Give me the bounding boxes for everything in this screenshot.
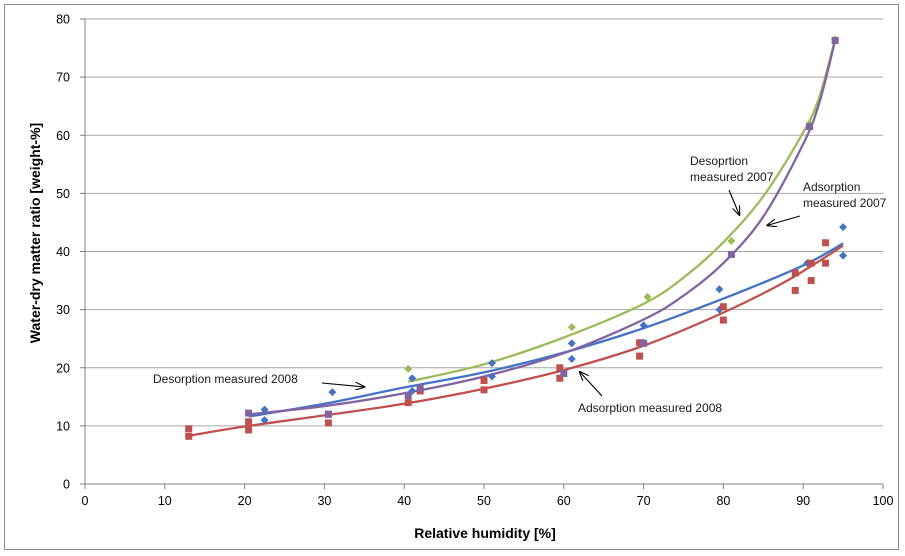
data-point-series-1	[636, 352, 644, 360]
y-tick-label: 50	[56, 187, 70, 201]
data-point-series-1	[791, 269, 799, 277]
annotation-line: Desoprtion	[690, 154, 748, 168]
data-point-series-2	[643, 292, 652, 301]
data-point-series-0	[260, 405, 269, 414]
data-point-series-1	[719, 303, 727, 311]
data-point-series-2	[567, 323, 576, 332]
data-point-series-1	[404, 399, 412, 407]
x-tick-label: 80	[716, 494, 730, 508]
data-point-series-1	[791, 286, 799, 294]
gridlines	[85, 18, 883, 427]
y-tick-label: 20	[56, 361, 70, 375]
x-tick-label: 10	[158, 494, 172, 508]
data-point-series-0	[328, 388, 337, 397]
data-point-series-1	[556, 374, 564, 382]
y-tick-label: 80	[56, 13, 70, 27]
axes	[80, 18, 884, 489]
data-point-series-1	[245, 418, 253, 426]
chart-frame	[4, 4, 899, 550]
data-point-series-1	[185, 432, 193, 440]
annotation-label: Adsorption measured 2008	[578, 401, 722, 415]
data-point-series-0	[715, 285, 724, 294]
data-point-series-3	[727, 250, 735, 258]
data-point-series-0	[260, 416, 269, 425]
y-tick-label: 0	[63, 478, 70, 492]
data-point-series-2	[727, 237, 736, 246]
data-point-series-3	[245, 409, 253, 417]
x-tick-label: 30	[317, 494, 331, 508]
annotation-label: Adsorption measured 2007	[803, 180, 887, 210]
annotation-line: measured 2007	[690, 170, 774, 184]
x-tick-label: 20	[238, 494, 252, 508]
data-point-series-1	[185, 425, 193, 433]
annotation-line: Adsorption	[803, 180, 860, 194]
data-point-series-1	[719, 316, 727, 324]
data-point-series-3	[831, 37, 839, 45]
data-point-series-1	[324, 419, 332, 427]
x-tick-label: 50	[477, 494, 491, 508]
annotation-arrow	[321, 383, 364, 387]
data-point-series-0	[408, 374, 417, 383]
data-point-series-3	[416, 384, 424, 392]
data-point-series-0	[839, 223, 848, 232]
data-point-series-1	[480, 386, 488, 394]
data-point-series-1	[807, 259, 815, 267]
annotation-arrow	[580, 372, 603, 397]
data-point-series-1	[556, 364, 564, 372]
data-point-series-3	[640, 339, 648, 347]
data-point-series-0	[639, 321, 648, 330]
annotation-label: Desoprtion measured 2007	[690, 154, 774, 184]
y-tick-label: 10	[56, 419, 70, 433]
x-tick-label: 90	[796, 494, 810, 508]
x-tick-label: 40	[397, 494, 411, 508]
annotation-line: measured 2007	[803, 196, 887, 210]
annotations: Desoprtion measured 2007 Adsorption measure…	[153, 154, 887, 415]
annotation-arrow	[728, 189, 739, 215]
y-tick-label: 30	[56, 303, 70, 317]
y-axis-title: Water-dry matter ratio [weight-%]	[27, 123, 43, 343]
data-point-series-1	[480, 377, 488, 385]
data-point-series-3	[560, 370, 568, 378]
tick-labels: 0 10 20 30 40 50 60 70 80 0 10 20 30 40 50 60 70 80 90 100	[56, 13, 893, 509]
data-point-series-3	[324, 410, 332, 418]
trendline-series-1	[188, 244, 844, 437]
data-point-series-1	[822, 239, 830, 247]
trendline-series-3	[248, 40, 837, 416]
y-tick-label: 70	[56, 71, 70, 85]
x-tick-label: 70	[637, 494, 651, 508]
data-point-series-0	[567, 339, 576, 348]
data-point-series-0	[839, 251, 848, 260]
data-point-series-0	[567, 355, 576, 364]
data-point-series-1	[807, 277, 815, 285]
data-point-series-1	[245, 426, 253, 434]
annotation-label: Desorption measured 2008	[153, 372, 298, 386]
data-point-series-0	[487, 372, 496, 381]
data-point-series-3	[404, 392, 412, 400]
trendline-series-2	[407, 39, 837, 383]
trendline-series-0	[248, 242, 844, 418]
y-tick-label: 40	[56, 245, 70, 259]
annotation-arrow	[767, 215, 801, 225]
data-point-series-3	[806, 123, 814, 131]
data-point-series-0	[487, 359, 496, 368]
annotation-line: Desorption measured 2008	[153, 372, 298, 386]
trendlines	[188, 39, 844, 437]
x-tick-label: 100	[873, 494, 894, 508]
x-tick-label: 0	[82, 494, 89, 508]
annotation-line: Adsorption measured 2008	[578, 401, 722, 415]
data-point-series-2	[404, 364, 413, 373]
x-axis-title: Relative humidity [%]	[414, 525, 556, 541]
data-points	[185, 35, 848, 440]
x-tick-label: 60	[557, 494, 571, 508]
data-point-series-1	[822, 259, 830, 267]
data-point-series-1	[636, 339, 644, 347]
y-tick-label: 60	[56, 129, 70, 143]
